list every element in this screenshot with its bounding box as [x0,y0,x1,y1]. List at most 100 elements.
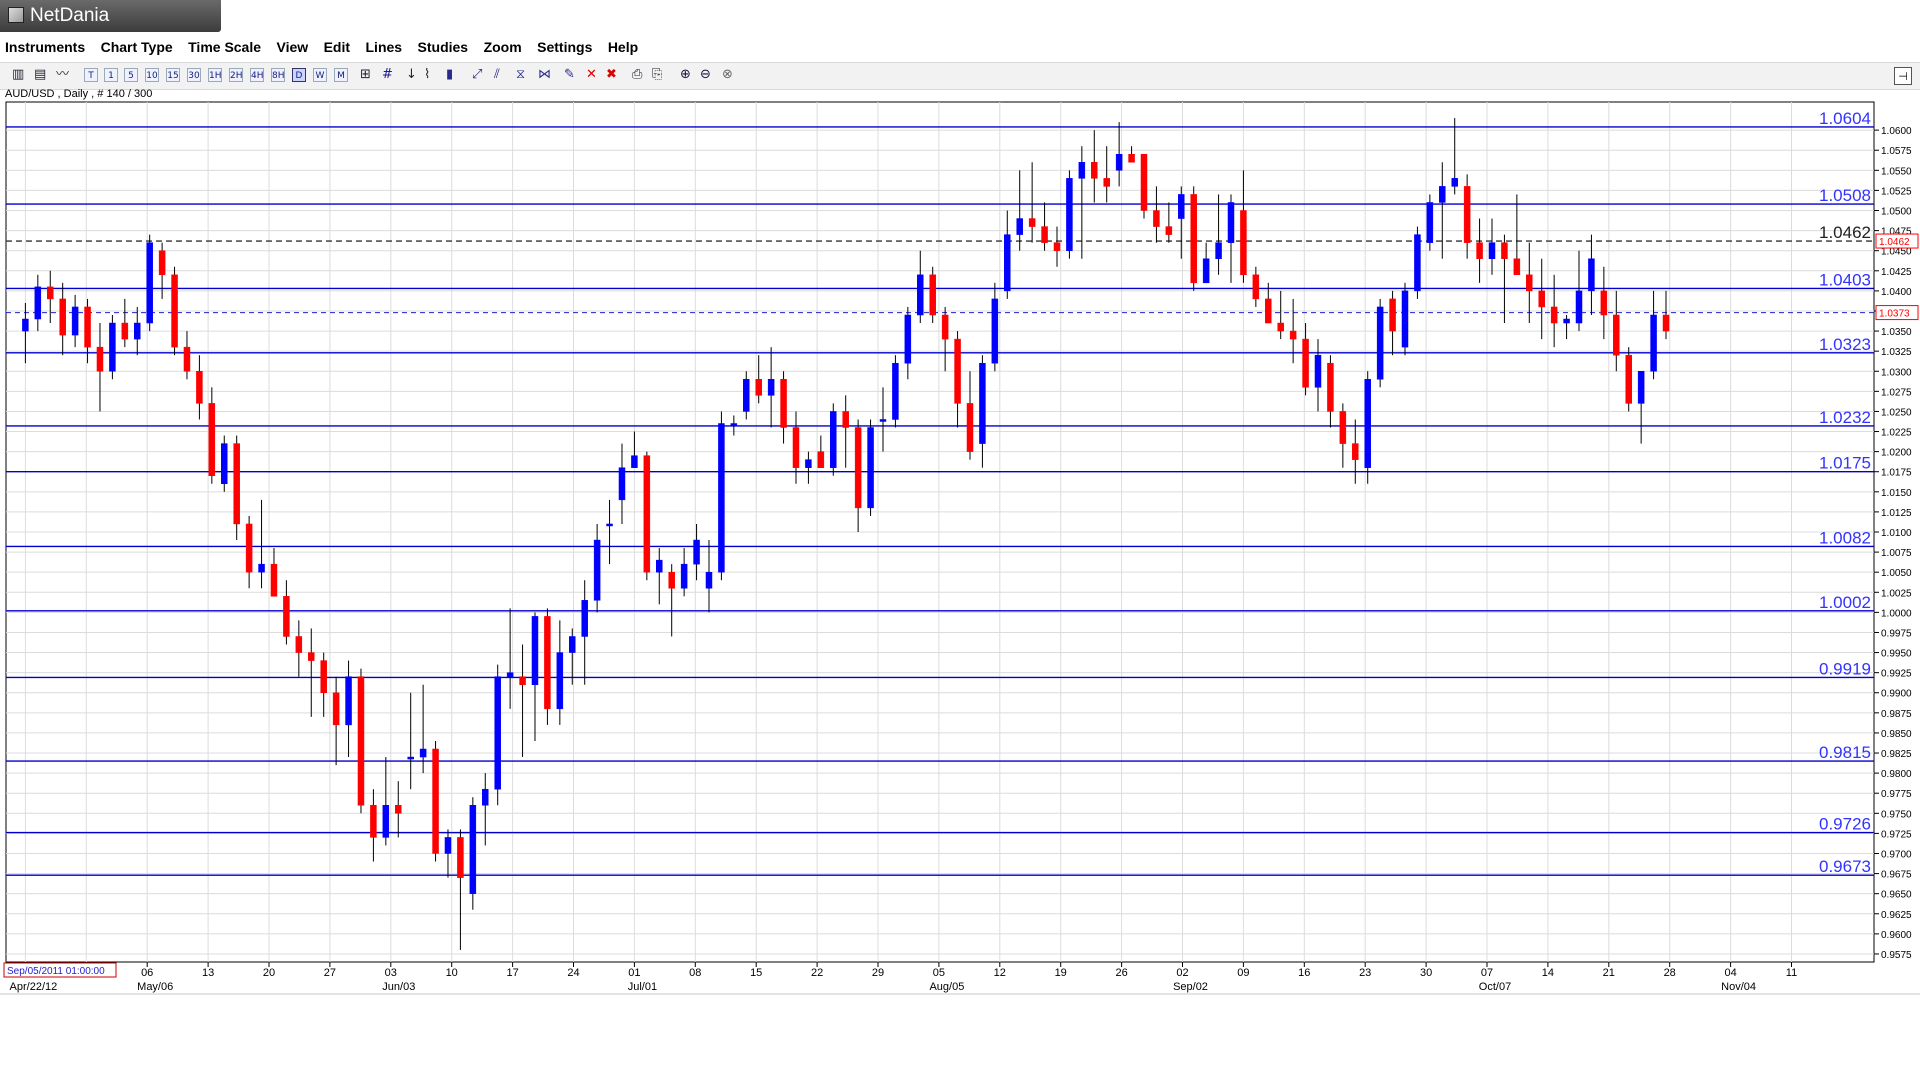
y-tick-label: 1.0225 [1881,428,1912,439]
x-tick-sublabel: Aug/05 [929,981,964,993]
level-label: 0.9815 [1819,743,1871,762]
delete-icon[interactable]: ✕ [586,67,597,82]
candle-body [842,411,849,428]
candle-body [407,756,414,760]
y-tick-label: 0.9825 [1881,749,1912,760]
fib-icon[interactable]: ⧖ [516,67,526,82]
channel-icon[interactable]: ⫽ [494,67,500,82]
y-tick-label: 1.0325 [1881,347,1912,358]
candle-body [1153,210,1160,227]
chart-type-icon[interactable]: ▥ [12,67,25,82]
candle-body [1016,218,1023,235]
candle-body [531,616,539,685]
y-tick-label: 0.9700 [1881,849,1912,860]
timeframe-weekly-button[interactable]: W [313,68,327,82]
menu-studies[interactable]: Studies [417,39,469,55]
menu-zoom[interactable]: Zoom [483,39,522,55]
candle-body [705,571,713,589]
menu-chart-type[interactable]: Chart Type [100,39,173,55]
y-tick-label: 1.0250 [1881,407,1912,418]
y-tick-label: 1.0475 [1881,227,1912,238]
arrow-down-icon[interactable]: ↓ [406,67,417,82]
y-tick-label: 1.0350 [1881,327,1912,338]
timeframe-8h-button[interactable]: 8H [271,68,285,82]
candle-body [1426,202,1434,243]
candle-body [370,805,377,838]
draw-icon[interactable]: ✎ [564,67,575,82]
x-tick-label: 27 [324,967,336,979]
timeframe-4h-button[interactable]: 4H [250,68,264,82]
menu-lines[interactable]: Lines [365,39,403,55]
trendline-icon[interactable]: ⤢ [472,67,483,82]
menu-view[interactable]: View [276,39,309,55]
x-tick-label: 19 [1055,967,1067,979]
delete-all-icon[interactable]: ✖ [606,67,617,82]
line-chart-icon[interactable]: 〰 [56,67,70,82]
timeframe-monthly-button[interactable]: M [334,68,348,82]
level-label: 1.0604 [1819,109,1871,128]
candle-body [643,455,651,573]
candle-body [979,362,986,444]
candle-body [656,559,663,573]
grid-icon[interactable]: # [382,67,393,82]
candle-body [892,362,899,420]
menu-edit[interactable]: Edit [323,39,351,55]
menu-help[interactable]: Help [607,39,639,55]
candle-body [457,837,464,878]
candle-body [146,242,153,324]
price-marker-label: 1.0462 [1879,237,1910,248]
y-tick-label: 0.9950 [1881,649,1912,660]
zoom-fit-icon[interactable]: ⌇ [424,67,431,82]
crosshair-icon[interactable]: ⊞ [360,67,371,82]
print-preview-icon[interactable]: ⎘ [652,67,663,82]
x-tick-label: 12 [994,967,1006,979]
candle-body [1178,194,1185,219]
candle-body [47,286,54,300]
candle-body [1526,274,1533,292]
level-label: 0.9673 [1819,857,1871,876]
chart-type-alt-icon[interactable]: ▤ [34,67,47,82]
zoom-reset-icon[interactable]: ⊗ [722,67,733,82]
panel-toggle-icon[interactable]: ⊣ [1894,67,1912,85]
candle-body [158,250,166,276]
menu-instruments[interactable]: Instruments [5,39,86,55]
candle-body [1078,162,1086,179]
y-tick-label: 0.9975 [1881,628,1912,639]
timeframe-5m-button[interactable]: 5 [124,68,138,82]
timeframe-2h-button[interactable]: 2H [229,68,243,82]
x-tick-label: 21 [1603,967,1615,979]
menu-settings[interactable]: Settings [537,39,593,55]
candle-body [867,427,874,509]
candle-body [1488,242,1496,259]
timeframe-10m-button[interactable]: 10 [145,68,159,82]
zoom-out-icon[interactable]: ⊖ [700,67,711,82]
candle-body [1004,234,1011,292]
app-icon [8,7,24,23]
y-tick-label: 0.9875 [1881,709,1912,720]
timeframe-30m-button[interactable]: 30 [187,68,201,82]
x-tick-label: 08 [689,967,701,979]
x-tick-sublabel: Jun/03 [382,981,415,993]
candle-body [283,596,290,637]
candle-body [1327,362,1334,412]
y-tick-label: 1.0125 [1881,508,1912,519]
candle-body [494,676,501,790]
timeframe-1h-button[interactable]: 1H [208,68,222,82]
x-tick-label: 13 [202,967,214,979]
candle-body [258,563,265,573]
y-tick-label: 1.0425 [1881,267,1912,278]
candle-body [879,419,887,422]
timeframe-15m-button[interactable]: 15 [166,68,180,82]
menu-time-scale[interactable]: Time Scale [188,39,262,55]
menu-bar: Instruments Chart Type Time Scale View E… [0,36,1920,58]
bar-volume-icon[interactable]: ▮ [446,67,454,82]
print-icon[interactable]: ⎙ [632,67,643,82]
timeframe-tick-button[interactable]: T [84,68,98,82]
candle-body [1265,298,1272,324]
timeframe-1m-button[interactable]: 1 [104,68,118,82]
cycle-icon[interactable]: ⋈ [538,67,551,82]
timeframe-daily-button[interactable]: D [292,68,306,82]
level-label: 0.9919 [1819,659,1871,678]
zoom-in-icon[interactable]: ⊕ [680,67,691,82]
